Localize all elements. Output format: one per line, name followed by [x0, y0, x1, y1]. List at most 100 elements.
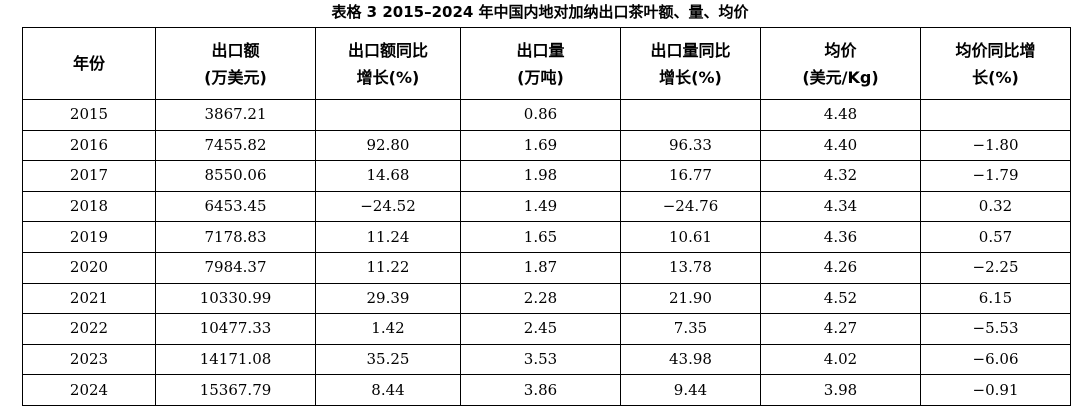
empty-cell	[315, 99, 461, 131]
table-cell: 16.77	[620, 160, 761, 192]
header-text: 年份	[72, 54, 105, 73]
table-cell: 3.86	[460, 374, 621, 406]
header-cell: 出口额同比增长(%)	[315, 27, 461, 100]
header-row: 年份 出口额 (万美元) 出口额同比 增长(%) 出口量 (万吨) 出口量同比 增长(%) 均价 (…	[22, 27, 1071, 100]
table-cell: 15367.79	[155, 374, 316, 406]
table-body: 2015 3867.21 0.86 4.48 2016 7455.82 92.80 1.69 9…	[22, 99, 1071, 406]
header-text: 均价同比增	[955, 40, 1036, 60]
table-cell: 10477.33	[155, 313, 316, 345]
table-cell: 2016	[22, 129, 156, 162]
table-cell: 4.48	[760, 99, 921, 131]
table-cell: 2020	[22, 251, 156, 284]
table-cell: 11.22	[315, 251, 461, 284]
table-cell: 4.36	[760, 221, 921, 253]
table-cell: 10.61	[620, 221, 761, 253]
table-row: 2023 14171.08 35.25 3.53 43.98 4.02 −6.06	[22, 343, 1071, 376]
table-cell: 6.15	[920, 282, 1071, 315]
table-cell: 2024	[22, 374, 156, 406]
empty-cell	[920, 99, 1071, 131]
table-cell: 2021	[22, 282, 156, 315]
table-cell: −2.25	[920, 251, 1071, 284]
header-text: (万吨)	[517, 67, 564, 87]
header-cell: 出口量 (万吨)	[460, 27, 621, 100]
header-cell: 均价同比增长(%)	[920, 27, 1071, 100]
header-text: 出口额同比	[347, 40, 428, 60]
header-text: 出口量同比	[650, 40, 731, 60]
table-row: 2020 7984.37 11.22 1.87 13.78 4.26 −2.25	[22, 251, 1071, 284]
table-cell: 11.24	[315, 221, 461, 253]
table-cell: −24.52	[315, 190, 461, 223]
table-cell: 2015	[22, 99, 156, 131]
table-cell: 2.45	[460, 313, 621, 345]
table-cell: 4.40	[760, 129, 921, 162]
table-cell: −24.76	[620, 190, 761, 223]
table-row: 2018 6453.45 −24.52 1.49 −24.76 4.34 0.32	[22, 190, 1071, 223]
header-text: 增长(%)	[356, 67, 420, 87]
table-cell: 7455.82	[155, 129, 316, 162]
table-cell: 4.34	[760, 190, 921, 223]
table-cell: 4.52	[760, 282, 921, 315]
table-cell: 2023	[22, 343, 156, 376]
header-text: 长(%)	[972, 67, 1019, 87]
table-cell: 4.02	[760, 343, 921, 376]
table-title: 表格 3 2015–2024 年中国内地对加纳出口茶叶额、量、均价	[331, 3, 749, 21]
header-text: (万美元)	[204, 67, 267, 87]
table-cell: 8.44	[315, 374, 461, 406]
table-cell: −0.91	[920, 374, 1071, 406]
table-cell: 3.53	[460, 343, 621, 376]
empty-cell	[620, 99, 761, 131]
table-cell: −1.80	[920, 129, 1071, 162]
table-cell: 29.39	[315, 282, 461, 315]
table-cell: 0.32	[920, 190, 1071, 223]
table-cell: 43.98	[620, 343, 761, 376]
table-row: 2021 10330.99 29.39 2.28 21.90 4.52 6.15	[22, 282, 1071, 315]
table-cell: 1.87	[460, 251, 621, 284]
table-cell: 1.98	[460, 160, 621, 192]
table-cell: 1.69	[460, 129, 621, 162]
table-cell: 0.86	[460, 99, 621, 131]
table: 年份 出口额 (万美元) 出口额同比 增长(%) 出口量 (万吨) 出口量同比 增长(%) 均价 (…	[22, 27, 1071, 406]
table-cell: 14171.08	[155, 343, 316, 376]
table-cell: 1.65	[460, 221, 621, 253]
table-row: 2017 8550.06 14.68 1.98 16.77 4.32 −1.79	[22, 160, 1071, 192]
table-cell: 1.42	[315, 313, 461, 345]
table-cell: −1.79	[920, 160, 1071, 192]
table-row: 2024 15367.79 8.44 3.86 9.44 3.98 −0.91	[22, 374, 1071, 406]
table-cell: 3.98	[760, 374, 921, 406]
table-row: 2022 10477.33 1.42 2.45 7.35 4.27 −5.53	[22, 313, 1071, 345]
header-cell: 均价 (美元/Kg)	[760, 27, 921, 100]
table-cell: 3867.21	[155, 99, 316, 131]
table-cell: 1.49	[460, 190, 621, 223]
table-cell: 9.44	[620, 374, 761, 406]
table-cell: 0.57	[920, 221, 1071, 253]
table-cell: 96.33	[620, 129, 761, 162]
table-row: 2016 7455.82 92.80 1.69 96.33 4.40 −1.80	[22, 129, 1071, 162]
table-cell: 6453.45	[155, 190, 316, 223]
table-cell: 14.68	[315, 160, 461, 192]
table-cell: 7.35	[620, 313, 761, 345]
header-cell: 年份	[22, 27, 156, 100]
table-row: 2015 3867.21 0.86 4.48	[22, 99, 1071, 131]
table-cell: 21.90	[620, 282, 761, 315]
header-text: 出口量	[516, 40, 565, 60]
table-cell: 4.27	[760, 313, 921, 345]
header-text: 出口额	[211, 40, 260, 60]
table-row: 2019 7178.83 11.24 1.65 10.61 4.36 0.57	[22, 221, 1071, 253]
table-cell: −5.53	[920, 313, 1071, 345]
header-cell: 出口量同比增长(%)	[620, 27, 761, 100]
header-text: (美元/Kg)	[802, 67, 879, 87]
table-cell: 4.26	[760, 251, 921, 284]
header-text: 增长(%)	[659, 67, 722, 87]
table-cell: 35.25	[315, 343, 461, 376]
table-cell: 7984.37	[155, 251, 316, 284]
table-cell: 2017	[22, 160, 156, 192]
header-cell: 出口额 (万美元)	[155, 27, 316, 100]
table-cell: 2019	[22, 221, 156, 253]
table-cell: 7178.83	[155, 221, 316, 253]
table-cell: 2018	[22, 190, 156, 223]
table-cell: 2022	[22, 313, 156, 345]
table-cell: 10330.99	[155, 282, 316, 315]
table-cell: 4.32	[760, 160, 921, 192]
table-cell: 8550.06	[155, 160, 316, 192]
